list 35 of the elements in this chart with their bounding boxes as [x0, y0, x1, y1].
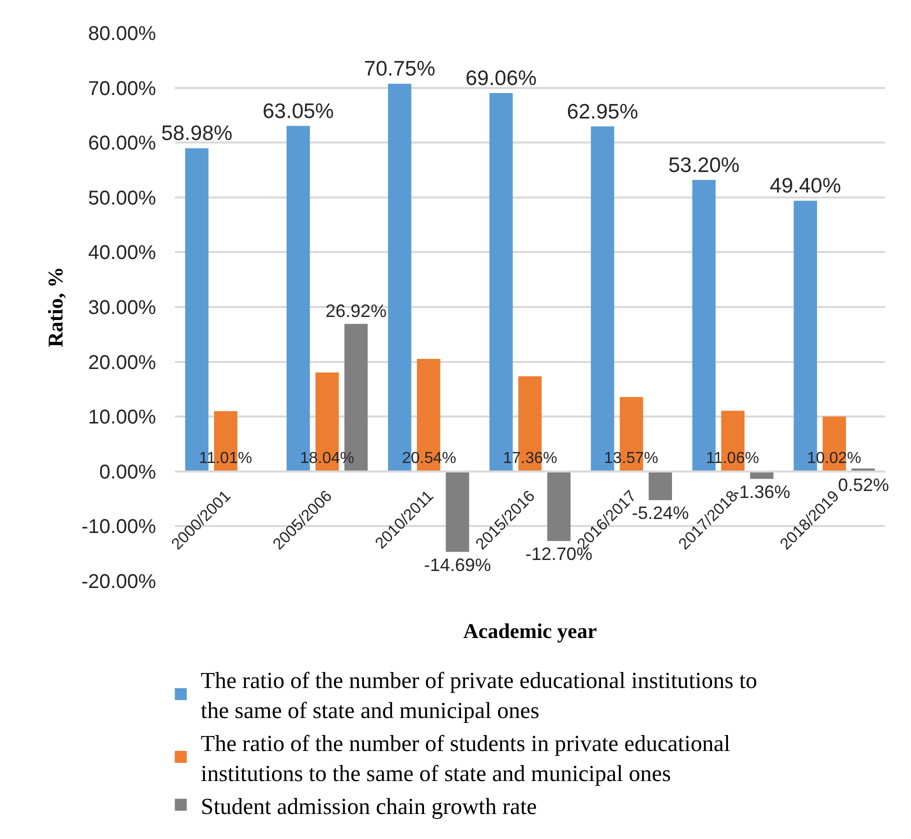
data-label: 53.20% [668, 154, 740, 177]
data-label: 11.01% [199, 450, 252, 467]
legend-label: The ratio of the number of students in private educational institutions to the same of state and municipal ones [200, 730, 730, 786]
bar [446, 471, 470, 552]
data-label: 63.05% [262, 100, 334, 123]
legend-label: Student admission chain growth rate [200, 794, 537, 819]
y-tick-label: 50.00% [88, 187, 156, 210]
y-tick-label: 60.00% [88, 132, 156, 155]
legend-label: The ratio of the number of private educational institutions to the same of state and municipal ones [200, 668, 758, 724]
y-tick-label: 20.00% [88, 352, 156, 374]
data-label: -14.69% [424, 554, 491, 575]
y-tick-label: 70.00% [88, 78, 156, 100]
y-tick-label: 40.00% [88, 242, 156, 264]
data-label: 26.92% [326, 300, 387, 321]
data-label: 20.54% [402, 450, 456, 467]
data-label: 62.95% [566, 100, 638, 124]
bar [547, 471, 571, 541]
y-tick-label: 30.00% [88, 297, 156, 319]
data-label: 17.36% [503, 450, 558, 467]
data-label: 69.06% [465, 66, 537, 90]
data-label: 49.40% [770, 174, 841, 198]
data-label: 70.75% [364, 58, 436, 81]
bar [648, 471, 672, 500]
data-label: 58.98% [161, 122, 232, 146]
data-label: 11.06% [706, 450, 760, 467]
y-tick-label: 80.00% [88, 23, 156, 45]
data-label: 10.02% [807, 450, 862, 467]
y-tick-label: -20.00% [82, 571, 156, 593]
y-axis-title: Ratio, % [44, 266, 68, 348]
x-axis-title: Academic year [463, 619, 597, 644]
y-tick-label: 0.00% [99, 461, 156, 484]
y-tick-label: -10.00% [82, 516, 156, 538]
data-label: 0.52% [838, 475, 890, 495]
data-label: 13.57% [604, 450, 658, 467]
y-tick-label: 10.00% [88, 406, 156, 429]
